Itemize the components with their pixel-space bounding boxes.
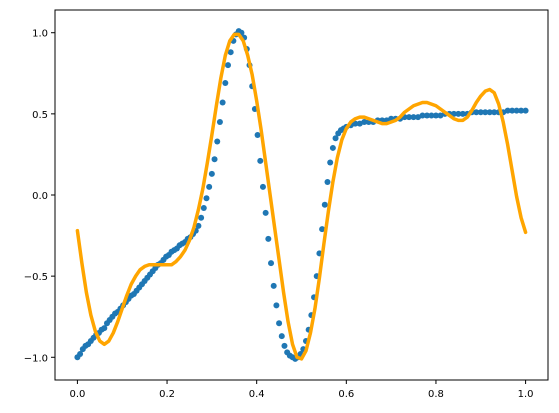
scatter-point — [281, 342, 288, 349]
y-tick-label: −1.0 — [24, 353, 48, 364]
scatter-point — [227, 49, 234, 56]
scatter-point — [486, 109, 493, 116]
scatter-point — [419, 112, 426, 119]
scatter-point — [319, 226, 326, 233]
scatter-point — [225, 62, 231, 69]
scatter-point — [473, 109, 480, 116]
scatter-point — [459, 110, 466, 117]
scatter-point — [361, 118, 368, 125]
scatter-point — [455, 110, 462, 117]
scatter-point — [259, 183, 266, 190]
scatter-point — [268, 260, 275, 267]
scatter-point — [198, 214, 205, 221]
scatter-point — [518, 107, 525, 114]
scatter-point — [504, 107, 511, 114]
scatter-point — [203, 195, 210, 202]
fit-line — [75, 32, 528, 361]
scatter-point — [324, 179, 331, 186]
y-tick-label: 0.0 — [32, 191, 48, 202]
x-axis: 0.0 0.2 0.4 0.6 0.8 1.0 — [69, 380, 534, 400]
scatter-point — [278, 333, 285, 340]
scatter-point — [262, 209, 269, 216]
scatter-point — [257, 157, 264, 164]
scatter-point — [482, 109, 489, 116]
x-tick-label: 0.8 — [428, 389, 444, 400]
scatter-point — [410, 114, 417, 121]
scatter-point — [491, 109, 498, 116]
scatter-point — [273, 302, 280, 309]
x-tick-label: 0.6 — [338, 389, 354, 400]
scatter-point — [423, 112, 430, 119]
scatter-point — [329, 144, 336, 151]
scatter-point — [270, 282, 277, 289]
y-tick-label: 0.5 — [32, 110, 48, 121]
scatter-point — [254, 131, 261, 138]
y-tick-label: −0.5 — [24, 272, 48, 283]
x-tick-label: 0.4 — [249, 389, 265, 400]
scatter-point — [513, 107, 520, 114]
scatter-series — [74, 28, 529, 362]
scatter-point — [332, 135, 339, 142]
scatter-point — [276, 320, 283, 327]
scatter-point — [219, 99, 226, 106]
scatter-point — [265, 235, 272, 242]
y-axis: −1.0 −0.5 0.0 0.5 1.0 — [24, 29, 55, 364]
scatter-point — [406, 114, 413, 121]
x-tick-label: 0.2 — [159, 389, 175, 400]
scatter-point — [522, 107, 529, 114]
x-tick-label: 1.0 — [518, 389, 534, 400]
scatter-point — [352, 120, 359, 127]
scatter-point — [321, 201, 328, 208]
x-tick-label: 0.0 — [69, 389, 85, 400]
scatter-point — [432, 112, 439, 119]
scatter-point — [216, 118, 223, 125]
scatter-point — [195, 222, 202, 229]
scatter-point — [477, 109, 484, 116]
scatter-point — [211, 156, 218, 163]
fit-line-series — [75, 32, 528, 361]
scatter-point — [101, 325, 108, 332]
scatter-point — [200, 204, 207, 211]
y-tick-label: 1.0 — [32, 29, 48, 40]
scatter-point — [77, 351, 84, 358]
scatter-point — [208, 170, 215, 177]
scatter-point — [450, 110, 457, 117]
scatter-point — [206, 183, 213, 190]
scatter-point — [327, 159, 334, 166]
scatter-point — [214, 138, 221, 145]
scatter-point — [509, 107, 516, 114]
scatter-point — [428, 112, 435, 119]
scatter-point — [222, 80, 229, 87]
